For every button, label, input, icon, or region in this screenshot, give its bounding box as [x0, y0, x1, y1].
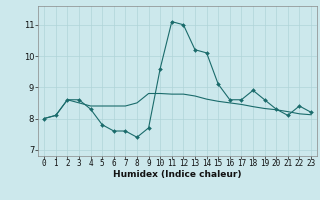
X-axis label: Humidex (Indice chaleur): Humidex (Indice chaleur): [113, 170, 242, 179]
